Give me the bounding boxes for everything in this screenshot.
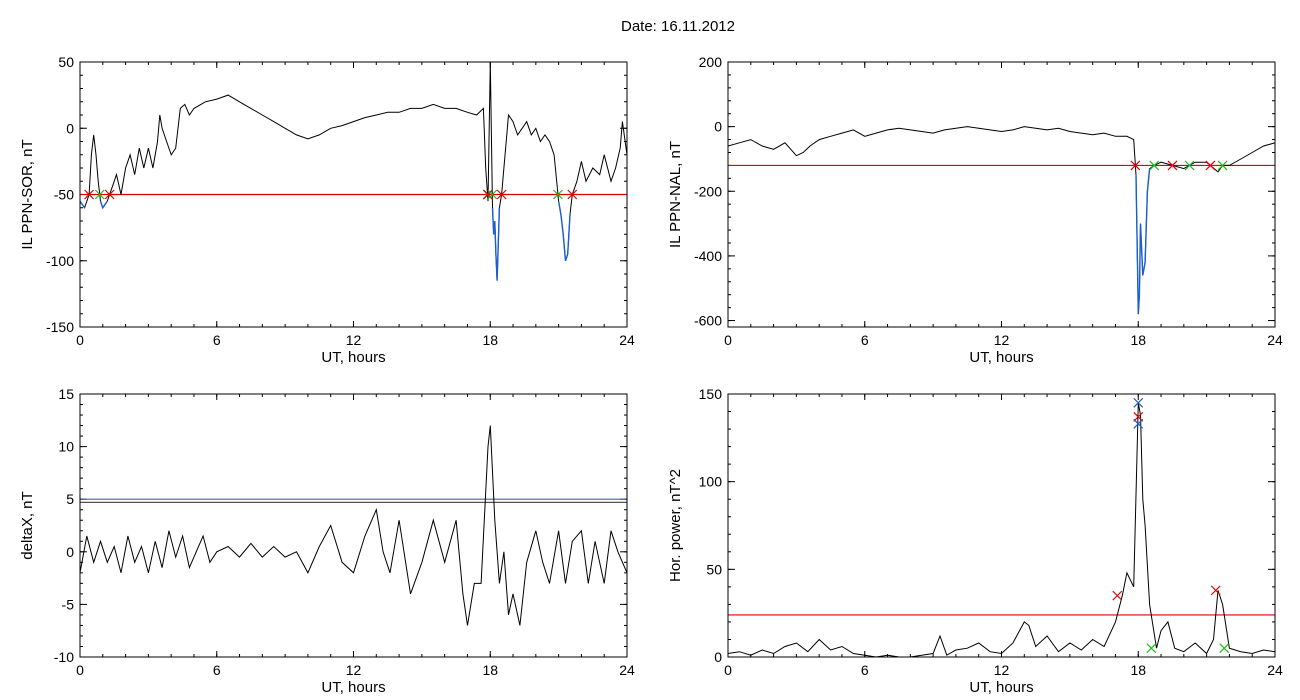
series-line (80, 62, 627, 281)
y-tick-label: 100 (699, 474, 723, 490)
chart-power: 0 6 12 18 24 0 50 100 150 UT, hours Hor. power, nT… (667, 386, 1283, 696)
x-tick-label: 18 (482, 662, 498, 678)
x-tick-label: 0 (724, 662, 732, 678)
chart-deltax: 0 6 12 18 24 -10 -5 0 5 10 15 UT, hours deltaX, nT (19, 386, 635, 696)
event-marker (1130, 160, 1141, 171)
x-tick-label: 0 (724, 332, 732, 348)
x-tick-label: 6 (213, 662, 221, 678)
event-marker (496, 189, 507, 200)
y-axis-label: Hor. power, nT^2 (667, 469, 684, 582)
y-tick-label: -400 (694, 248, 722, 264)
event-marker (94, 189, 105, 200)
chart-sor: 0 6 12 18 24 -150 -100 -50 0 50 UT, hours IL PPN-SO… (19, 54, 635, 366)
x-axis-label: UT, hours (969, 349, 1033, 366)
active-segment (1136, 169, 1218, 315)
plot-area (728, 126, 1275, 315)
event-marker (1167, 160, 1178, 171)
x-tick-label: 0 (76, 332, 84, 348)
event-marker (1146, 643, 1157, 654)
plot-area (728, 397, 1275, 657)
x-axis-label: UT, hours (321, 349, 385, 366)
y-axis-label: deltaX, nT (19, 491, 36, 559)
event-marker (483, 189, 494, 200)
event-marker (487, 189, 498, 200)
event-marker (567, 189, 578, 200)
y-tick-label: -100 (46, 253, 74, 269)
y-tick-label: 0 (714, 649, 722, 665)
y-tick-label: -10 (54, 649, 74, 665)
y-tick-label: 0 (66, 120, 74, 136)
event-marker (1149, 160, 1160, 171)
x-axis-label: UT, hours (969, 679, 1033, 696)
x-tick-label: 12 (346, 662, 362, 678)
event-marker (553, 189, 563, 200)
event-marker (1219, 643, 1230, 654)
event-marker (1205, 160, 1216, 171)
y-tick-label: -600 (694, 313, 722, 329)
x-tick-label: 24 (1267, 662, 1283, 678)
y-tick-label: 150 (699, 386, 723, 402)
y-tick-label: -5 (62, 596, 75, 612)
y-tick-label: 200 (699, 54, 723, 70)
x-tick-label: 6 (861, 332, 869, 348)
plot-frame (727, 393, 1276, 658)
plot-frame (79, 61, 628, 328)
x-tick-label: 6 (861, 662, 869, 678)
series-line (728, 402, 1275, 657)
event-marker (84, 189, 95, 200)
series-line (80, 425, 627, 626)
x-axis-label: UT, hours (321, 679, 385, 696)
event-marker (1184, 160, 1195, 171)
y-tick-label: 0 (66, 544, 74, 560)
x-tick-label: 24 (1267, 332, 1283, 348)
event-marker (1217, 160, 1228, 171)
x-tick-label: 18 (1130, 332, 1146, 348)
y-axis-label: IL PPN-SOR, nT (19, 139, 36, 249)
plot-frame (727, 61, 1276, 328)
y-tick-label: -200 (694, 183, 722, 199)
y-tick-label: 50 (706, 561, 722, 577)
chart-nal: 0 6 12 18 24 -600 -400 -200 0 200 UT, hours IL PPN-… (667, 54, 1283, 366)
event-marker (104, 189, 115, 200)
peak-marker (1133, 397, 1144, 408)
x-tick-label: 6 (213, 332, 221, 348)
x-tick-label: 12 (994, 662, 1010, 678)
series-line (728, 126, 1275, 315)
x-tick-label: 18 (482, 332, 498, 348)
x-tick-label: 24 (619, 662, 635, 678)
page-title: Date: 16.11.2012 (621, 18, 735, 35)
x-tick-label: 12 (994, 332, 1010, 348)
y-axis-label: IL PPN-NAL, nT (667, 141, 684, 248)
x-tick-label: 24 (619, 332, 635, 348)
plot-frame (79, 393, 628, 658)
event-marker (1112, 590, 1123, 601)
plot-area (80, 62, 627, 281)
y-tick-label: -150 (46, 319, 74, 335)
peak-marker (1133, 411, 1144, 422)
y-tick-label: 5 (66, 491, 74, 507)
y-tick-label: 15 (58, 386, 74, 402)
x-tick-label: 12 (346, 332, 362, 348)
plot-area (80, 425, 627, 626)
event-marker (1210, 585, 1221, 596)
active-segment (80, 200, 571, 281)
x-tick-label: 0 (76, 662, 84, 678)
peak-marker (1133, 418, 1144, 429)
y-tick-label: -50 (54, 187, 74, 203)
y-tick-label: 0 (714, 119, 722, 135)
y-tick-label: 50 (58, 54, 74, 70)
y-tick-label: 10 (58, 439, 74, 455)
x-tick-label: 18 (1130, 662, 1146, 678)
